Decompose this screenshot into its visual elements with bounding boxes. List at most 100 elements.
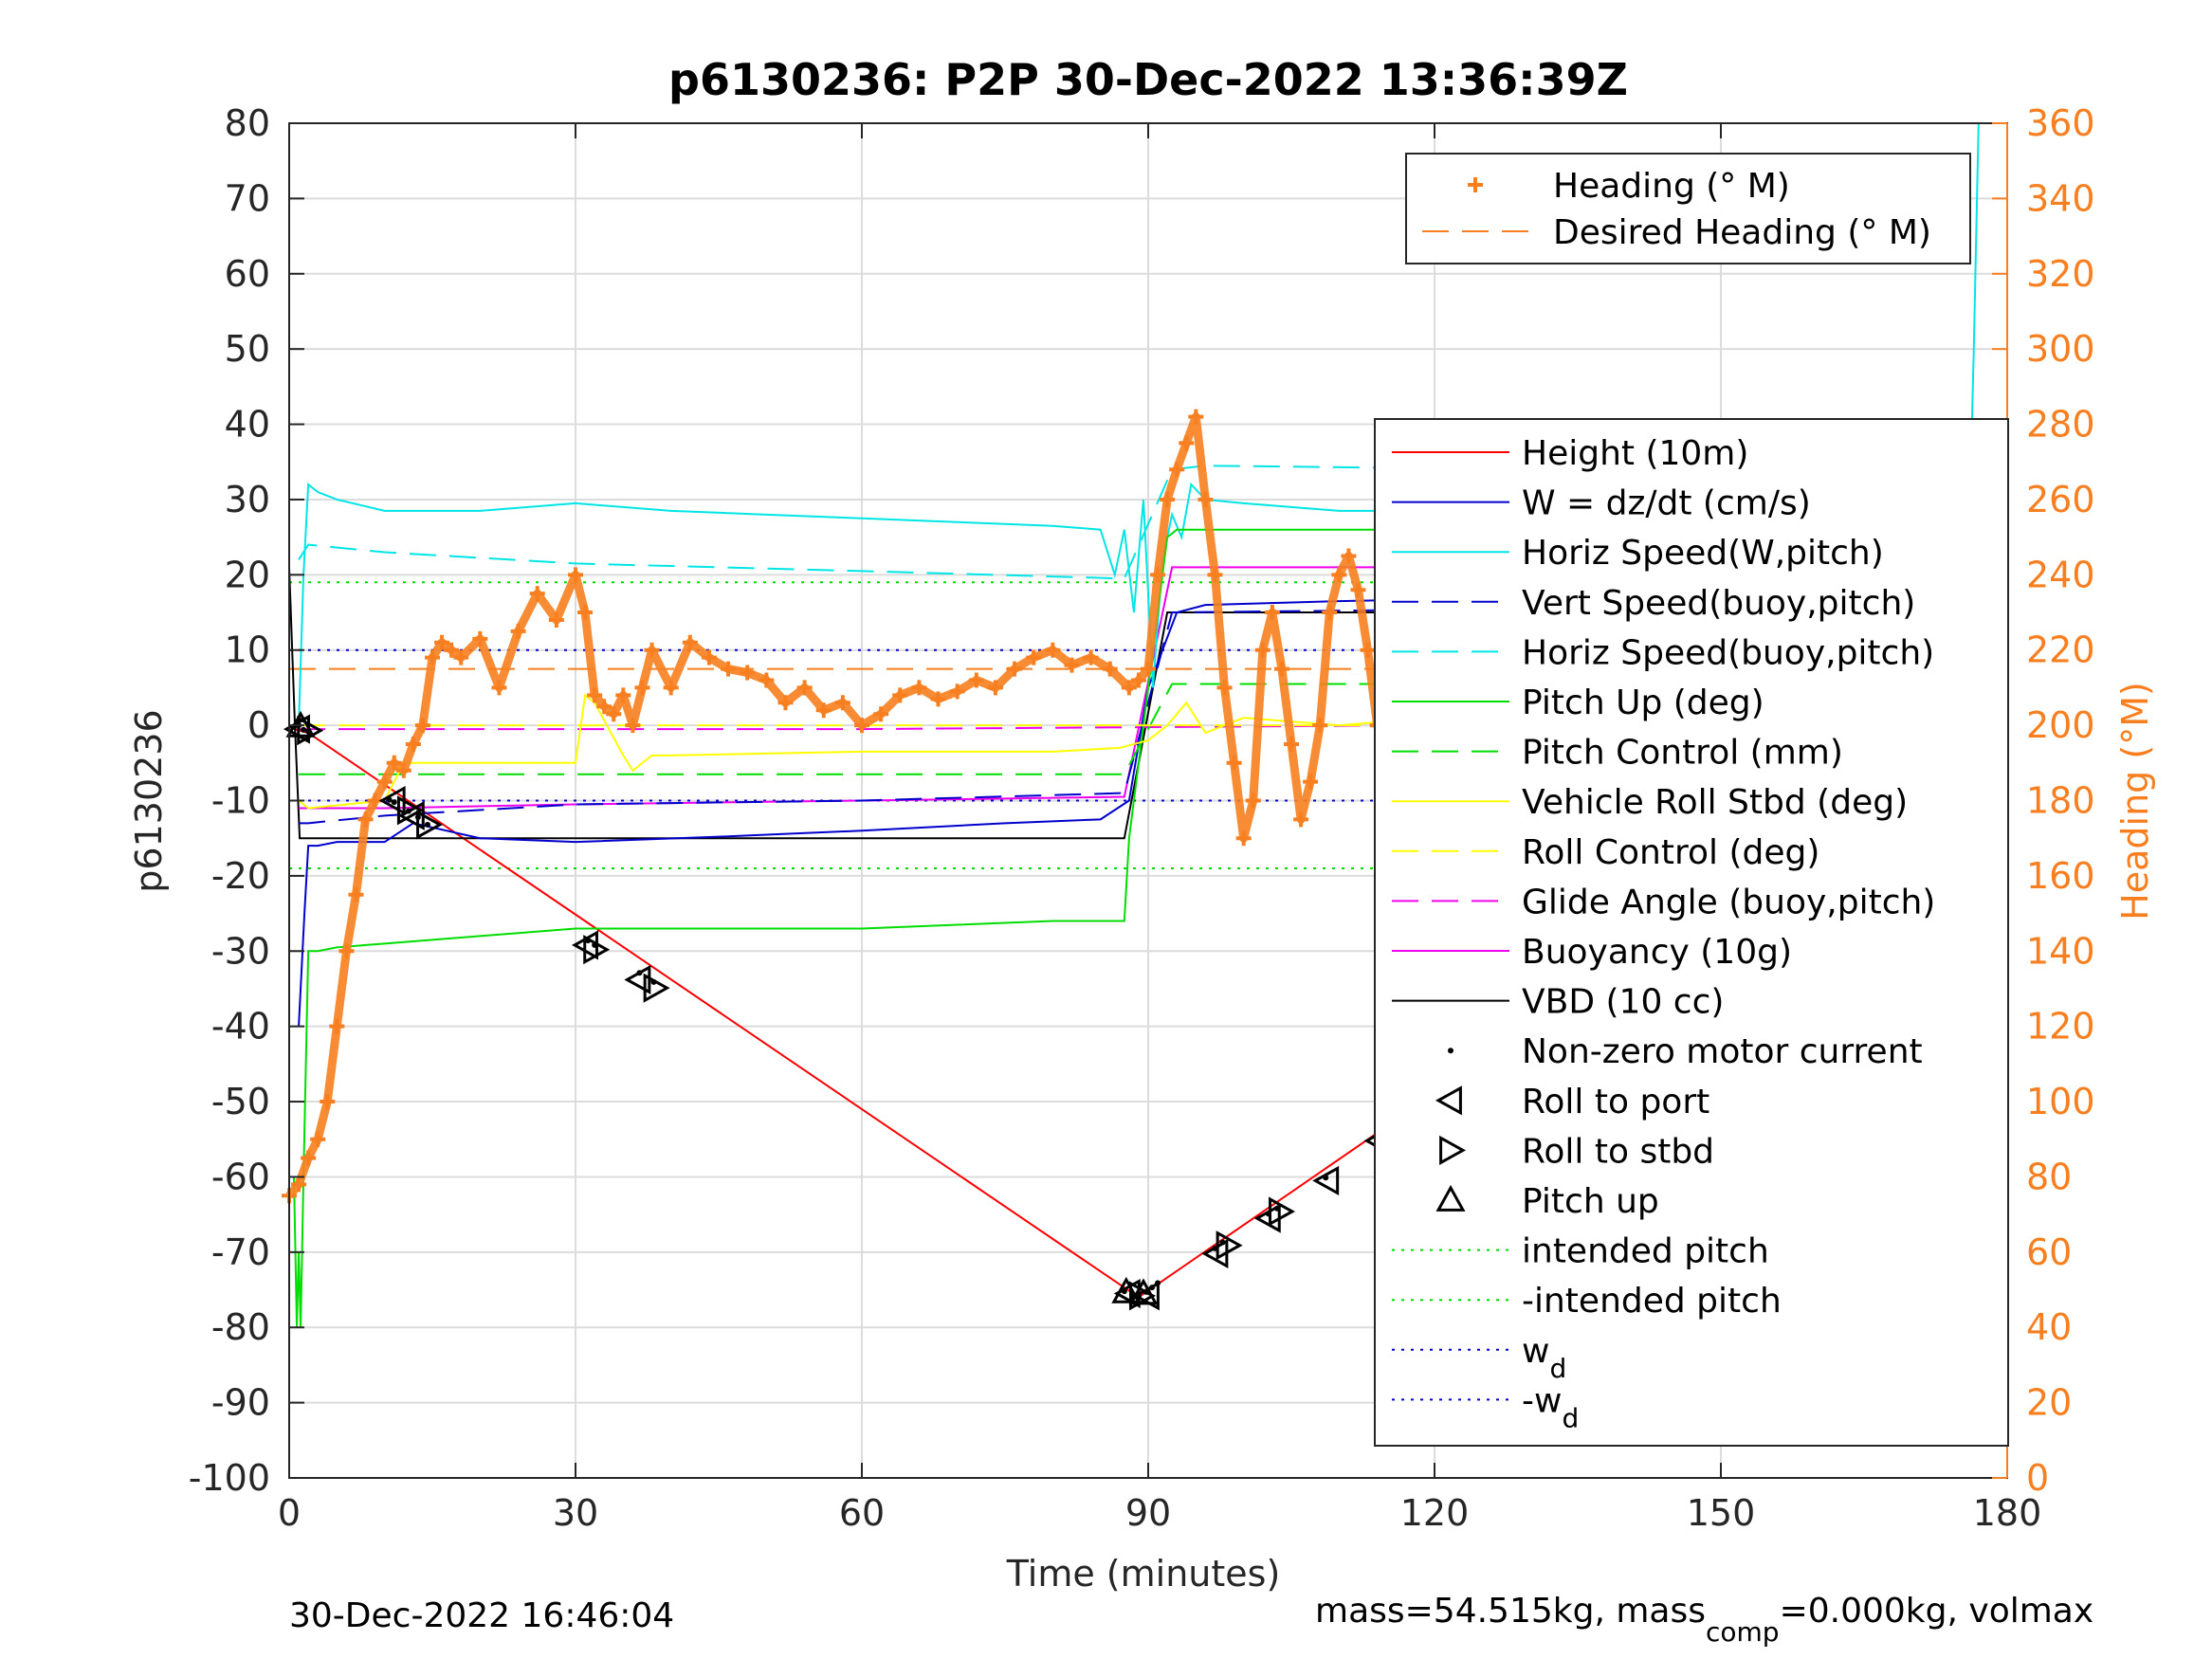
legend-label: Vert Speed(buoy,pitch) [1522,584,1915,623]
x-axis-label: Time (minutes) [1006,1553,1281,1595]
heading-point [1083,649,1099,665]
y-tick-label-left: 20 [225,554,270,595]
heading-point [777,695,794,711]
heading-point [301,1150,317,1166]
y-tick-label-right: 360 [2026,102,2095,144]
y-tick-label-right: 60 [2026,1231,2072,1273]
legend-label: VBD (10 cc) [1522,983,1724,1022]
legend-label: Heading (° M) [1553,167,1790,206]
heading-point [949,684,965,700]
y-tick-label-left: -100 [189,1457,270,1499]
heading-point [587,687,603,703]
heading-point [395,762,411,778]
y-tick-label-left: 50 [225,328,270,370]
heading-point [721,661,737,677]
legend-swatch [1435,1184,1466,1212]
footer-mass-part2: =0.000kg, volmax [1780,1592,2094,1631]
footer-mass-subscript: comp [1706,1616,1780,1648]
heading-point [1207,567,1223,583]
y-tick-label-left: 30 [225,479,270,520]
footer-timestamp: 30-Dec-2022 16:46:04 [289,1596,674,1635]
legend-label: intended pitch [1522,1232,1769,1271]
heading-point [1141,661,1156,677]
heading-point [376,774,393,790]
heading-point [854,718,869,734]
heading-point [1303,774,1319,790]
x-tick-label: 120 [1400,1492,1470,1534]
y-tick-label-right: 140 [2026,930,2095,972]
y-axis-label-left: p6130236 [128,709,170,892]
legend-swatch [1435,1085,1462,1116]
heading-point [834,695,850,711]
y-tick-label-left: -40 [211,1006,270,1048]
heading-point [320,1094,336,1110]
legend-label: Glide Angle (buoy,pitch) [1522,883,1935,921]
heading-point [338,943,355,959]
y-tick-label-right: 120 [2026,1006,2095,1048]
heading-point [1130,672,1146,688]
heading-point [548,611,564,628]
y-tick-label-left: -10 [211,780,270,822]
y-tick-label-left: -30 [211,930,270,972]
y-tick-label-left: 70 [225,177,270,219]
heading-point [1160,491,1176,507]
legend-label: -wd [1522,1381,1579,1433]
heading-point [1188,409,1204,425]
legend-label: Pitch Up (deg) [1522,684,1764,722]
heading-point [1026,649,1042,665]
heading-point [510,623,526,639]
heading-point [911,680,927,696]
heading-point [348,886,364,902]
heading-point [968,672,984,688]
legend-label: Vehicle Roll Stbd (deg) [1522,783,1908,822]
heading-point [577,605,594,621]
legend-heading-box [1405,153,1971,264]
heading-point [568,567,583,583]
chart-title: p6130236: P2P 30-Dec-2022 13:36:39Z [668,54,1628,105]
heading-point [1197,491,1214,507]
heading-point [1273,661,1289,677]
heading-point [606,706,622,722]
heading-point [987,680,1003,696]
legend-label: Buoyancy (10g) [1522,933,1792,972]
triangle-marker [1312,1165,1340,1195]
y-tick-label-right: 40 [2026,1306,2072,1348]
legend-heading: Heading (° M) Desired Heading (° M) [1405,153,1971,264]
y-tick-label-right: 220 [2026,629,2095,671]
heading-point [815,702,832,719]
heading-point [1007,661,1023,677]
y-tick-label-right: 240 [2026,554,2095,595]
heading-point [1226,755,1242,771]
y-tick-label-left: 80 [225,102,270,144]
y-tick-label-right: 0 [2026,1457,2049,1499]
heading-point [1322,605,1338,621]
heading-point [1245,793,1261,809]
y-tick-label-left: 0 [247,704,270,746]
y-tick-label-right: 340 [2026,177,2095,219]
legend-label: Height (10m) [1522,434,1748,473]
heading-point [1341,548,1357,564]
heading-point [796,680,813,696]
motor-current-point [424,821,430,828]
heading-point [329,1018,345,1034]
y-tick-label-right: 20 [2026,1382,2072,1424]
heading-point [1169,462,1185,478]
motor-current-point [391,799,397,806]
heading-point [310,1131,326,1147]
x-tick-label: 60 [839,1492,885,1534]
x-tick-label: 150 [1687,1492,1756,1534]
y-tick-label-left: -70 [211,1231,270,1273]
heading-point [1235,830,1252,847]
x-tick-label: 180 [1973,1492,2042,1534]
legend-label: Roll to port [1522,1083,1709,1121]
legend-label: wd [1522,1332,1566,1384]
heading-point [634,680,650,696]
legend-label: Pitch Control (mm) [1522,734,1843,773]
heading-point [425,649,440,665]
heading-point [291,1176,307,1193]
y-tick-label-left: 10 [225,629,270,671]
legend-swatch [1468,177,1483,192]
heading-point [1360,642,1376,658]
legend-label: Roll to stbd [1522,1132,1714,1171]
